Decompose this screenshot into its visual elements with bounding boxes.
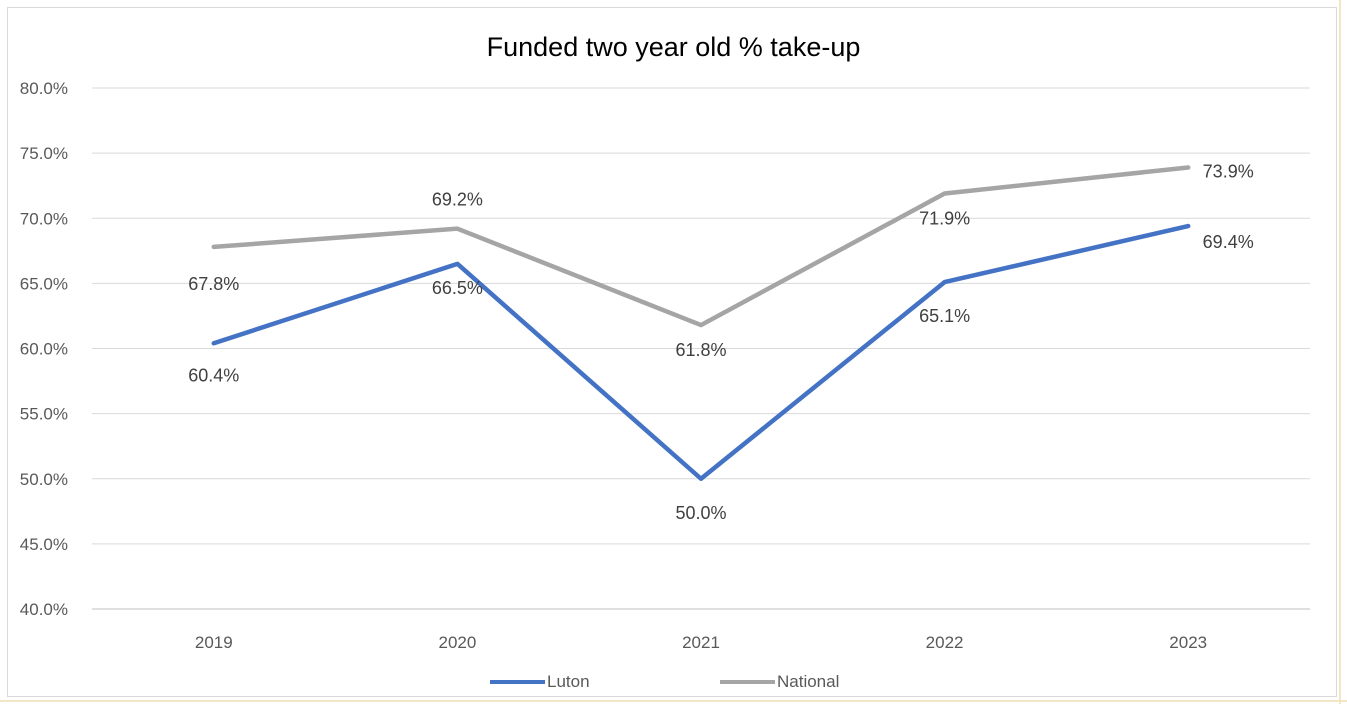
chart-area <box>7 7 1337 697</box>
y-tick-label: 55.0% <box>20 405 68 424</box>
series-line-national <box>211 165 1191 328</box>
data-label-luton: 65.1% <box>919 306 970 326</box>
data-label-national: 61.8% <box>675 340 726 360</box>
y-tick-label: 80.0% <box>20 79 68 98</box>
legend: Luton National <box>0 672 1347 696</box>
data-label-luton: 60.4% <box>188 365 239 385</box>
data-label-luton: 69.4% <box>1203 232 1254 252</box>
data-label-luton: 50.0% <box>675 503 726 523</box>
y-tick-label: 65.0% <box>20 274 68 293</box>
page-edge-right <box>1339 0 1341 704</box>
legend-item-national: National <box>720 672 839 692</box>
y-tick-label: 40.0% <box>20 600 68 619</box>
y-tick-label: 75.0% <box>20 144 68 163</box>
legend-item-luton: Luton <box>490 672 590 692</box>
legend-label-national: National <box>777 672 840 691</box>
x-tick-label: 2021 <box>682 633 720 652</box>
y-tick-label: 60.0% <box>20 340 68 359</box>
data-label-luton: 66.5% <box>432 278 483 298</box>
x-tick-label: 2023 <box>1169 633 1207 652</box>
legend-swatch-national <box>720 680 775 684</box>
legend-label-luton: Luton <box>547 672 590 691</box>
chart-title: Funded two year old % take-up <box>486 32 861 62</box>
y-tick-label: 70.0% <box>20 209 68 228</box>
x-tick-label: 2022 <box>926 633 964 652</box>
page-edge-bottom <box>0 700 1347 702</box>
series-line-luton <box>211 223 1191 481</box>
data-label-national: 73.9% <box>1203 161 1254 181</box>
data-label-national: 71.9% <box>919 209 970 229</box>
x-tick-label: 2019 <box>195 633 233 652</box>
y-tick-label: 50.0% <box>20 470 68 489</box>
y-tick-label: 45.0% <box>20 535 68 554</box>
data-label-national: 67.8% <box>188 274 239 294</box>
data-label-national: 69.2% <box>432 190 483 210</box>
legend-swatch-luton <box>490 680 545 684</box>
x-tick-label: 2020 <box>438 633 476 652</box>
